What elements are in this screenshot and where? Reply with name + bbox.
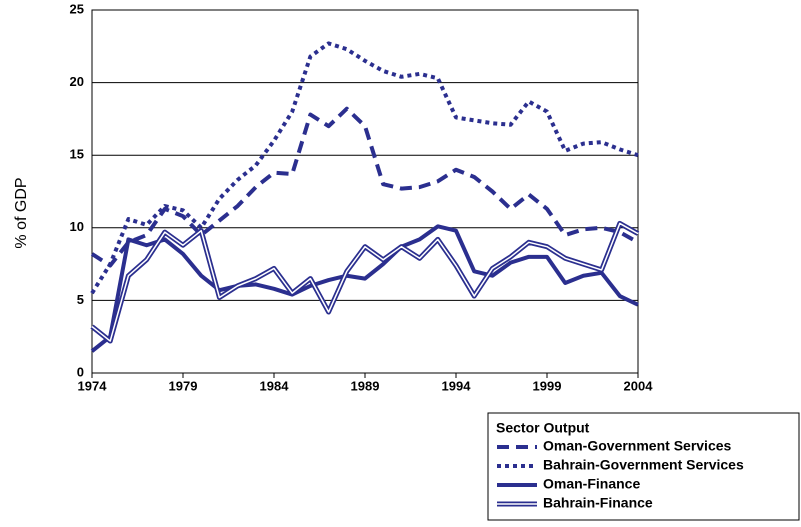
y-axis-label: % of GDP xyxy=(13,177,30,248)
y-tick-label: 10 xyxy=(70,219,84,234)
x-tick-label: 1999 xyxy=(533,378,562,393)
series-line-inner xyxy=(91,222,639,342)
x-tick-label: 1989 xyxy=(351,378,380,393)
y-tick-label: 0 xyxy=(77,364,84,379)
legend-label: Bahrain-Finance xyxy=(543,495,653,511)
legend-label: Oman-Government Services xyxy=(543,438,732,454)
y-tick-label: 20 xyxy=(70,74,84,89)
x-tick-label: 1984 xyxy=(260,378,290,393)
series-line xyxy=(90,106,639,268)
legend-label: Oman-Finance xyxy=(543,476,640,492)
series-line xyxy=(90,220,640,344)
x-tick-label: 2004 xyxy=(624,378,654,393)
x-tick-label: 1979 xyxy=(169,378,198,393)
legend-title: Sector Output xyxy=(496,420,590,436)
series-line xyxy=(90,224,639,353)
plot-frame xyxy=(91,9,639,374)
y-tick-label: 15 xyxy=(70,147,84,162)
y-tick-label: 5 xyxy=(77,292,84,307)
legend-label: Bahrain-Government Services xyxy=(543,457,744,473)
series-line xyxy=(90,41,639,295)
y-tick-label: 25 xyxy=(70,1,84,16)
legend-box xyxy=(487,412,800,521)
x-tick-label: 1974 xyxy=(78,378,108,393)
x-tick-label: 1994 xyxy=(442,378,472,393)
